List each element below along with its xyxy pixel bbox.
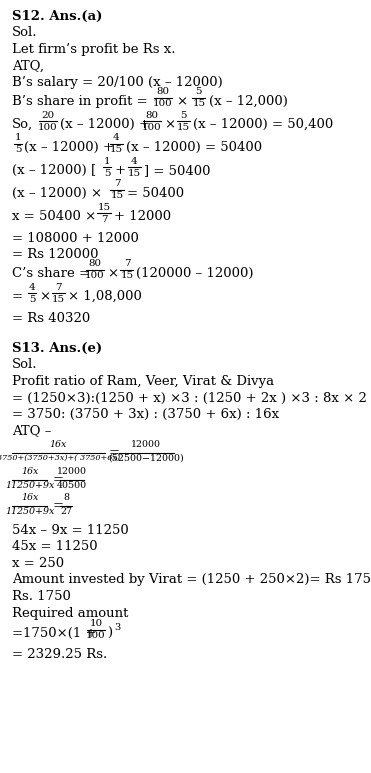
Text: B’s share in profit =: B’s share in profit =	[12, 95, 148, 108]
Text: (x – 12000) = 50,400: (x – 12000) = 50,400	[193, 118, 334, 131]
Text: 4: 4	[113, 134, 119, 142]
Text: ×: ×	[176, 95, 187, 108]
Text: = Rs 40320: = Rs 40320	[12, 312, 90, 325]
Text: 7: 7	[114, 179, 120, 189]
Text: (52500−12000): (52500−12000)	[108, 454, 184, 463]
Text: S12. Ans.(a): S12. Ans.(a)	[12, 10, 102, 23]
Text: = Rs 120000: = Rs 120000	[12, 248, 98, 261]
Text: × 1,08,000: × 1,08,000	[68, 290, 142, 303]
Text: x = 250: x = 250	[12, 557, 64, 570]
Text: 80: 80	[89, 260, 102, 268]
Text: 16x: 16x	[21, 467, 38, 476]
Text: =: =	[52, 474, 63, 486]
Text: C’s share =: C’s share =	[12, 267, 90, 280]
Text: 100: 100	[38, 122, 58, 131]
Text: (x – 12000) +: (x – 12000) +	[60, 118, 150, 131]
Text: ): )	[107, 626, 112, 639]
Text: 4: 4	[131, 156, 138, 165]
Text: Profit ratio of Ram, Veer, Virat & Divya: Profit ratio of Ram, Veer, Virat & Divya	[12, 375, 274, 388]
Text: (x – 12000) ×: (x – 12000) ×	[12, 187, 102, 200]
Text: 3750+(3750+3x)+( 3750+6x): 3750+(3750+3x)+( 3750+6x)	[0, 454, 120, 462]
Text: 7: 7	[101, 214, 107, 223]
Text: ×: ×	[164, 118, 175, 131]
Text: = 108000 + 12000: = 108000 + 12000	[12, 231, 139, 244]
Text: 40500: 40500	[57, 481, 87, 490]
Text: 7: 7	[124, 260, 130, 268]
Text: 100: 100	[153, 100, 173, 108]
Text: =: =	[12, 290, 23, 303]
Text: 1: 1	[104, 156, 110, 165]
Text: = (1250×3):(1250 + x) ×3 : (1250 + 2x ) ×3 : 8x × 2: = (1250×3):(1250 + x) ×3 : (1250 + 2x ) …	[12, 391, 367, 404]
Text: Amount invested by Virat = (1250 + 250×2)= Rs 1750: Amount invested by Virat = (1250 + 250×2…	[12, 574, 371, 587]
Text: ATQ,: ATQ,	[12, 60, 44, 73]
Text: = 50400: = 50400	[127, 187, 184, 200]
Text: (120000 – 12000): (120000 – 12000)	[137, 267, 254, 280]
Text: 8: 8	[63, 493, 69, 502]
Text: Required amount: Required amount	[12, 607, 128, 619]
Text: =: =	[52, 499, 63, 512]
Text: 45x = 11250: 45x = 11250	[12, 540, 98, 553]
Text: (x – 12000) [: (x – 12000) [	[12, 164, 96, 177]
Text: 20: 20	[42, 111, 55, 120]
Text: B’s salary = 20/100 (x – 12000): B’s salary = 20/100 (x – 12000)	[12, 76, 223, 89]
Text: 1: 1	[15, 134, 21, 142]
Text: 15: 15	[52, 295, 65, 304]
Text: 80: 80	[145, 111, 158, 120]
Text: 15: 15	[192, 100, 206, 108]
Text: Let firm’s profit be Rs x.: Let firm’s profit be Rs x.	[12, 43, 175, 56]
Text: Rs. 1750: Rs. 1750	[12, 590, 71, 603]
Text: 15: 15	[98, 203, 111, 212]
Text: 16x: 16x	[21, 493, 38, 502]
Text: Sol.: Sol.	[12, 359, 37, 372]
Text: 15: 15	[128, 169, 141, 178]
Text: x = 50400 ×: x = 50400 ×	[12, 210, 96, 223]
Text: 3: 3	[114, 622, 120, 632]
Text: =: =	[109, 447, 120, 459]
Text: ] = 50400: ] = 50400	[144, 164, 210, 177]
Text: + 12000: + 12000	[114, 210, 171, 223]
Text: 100: 100	[85, 271, 105, 281]
Text: 11250+9x: 11250+9x	[5, 507, 54, 516]
Text: Sol.: Sol.	[12, 26, 37, 39]
Text: 15: 15	[110, 145, 123, 155]
Text: =1750×(1 +: =1750×(1 +	[12, 626, 96, 639]
Text: 80: 80	[157, 87, 170, 97]
Text: = 2329.25 Rs.: = 2329.25 Rs.	[12, 648, 107, 661]
Text: 7: 7	[55, 282, 62, 291]
Text: 5: 5	[29, 295, 35, 304]
Text: (x – 12000) = 50400: (x – 12000) = 50400	[126, 141, 262, 154]
Text: 5: 5	[196, 87, 202, 97]
Text: ×: ×	[39, 290, 50, 303]
Text: 100: 100	[142, 122, 162, 131]
Text: 11250+9x: 11250+9x	[5, 481, 54, 490]
Text: 12000: 12000	[131, 440, 161, 449]
Text: 100: 100	[86, 631, 106, 640]
Text: = 3750: (3750 + 3x) : (3750 + 6x) : 16x: = 3750: (3750 + 3x) : (3750 + 6x) : 16x	[12, 408, 279, 421]
Text: 27: 27	[60, 507, 72, 516]
Text: 15: 15	[111, 192, 124, 200]
Text: 15: 15	[120, 271, 134, 281]
Text: 5: 5	[104, 169, 110, 178]
Text: ATQ –: ATQ –	[12, 424, 51, 438]
Text: So,: So,	[12, 118, 33, 131]
Text: S13. Ans.(e): S13. Ans.(e)	[12, 342, 102, 355]
Text: (x – 12000) +: (x – 12000) +	[24, 141, 114, 154]
Text: +: +	[114, 164, 125, 177]
Text: 4: 4	[29, 282, 35, 291]
Text: ×: ×	[107, 267, 118, 280]
Text: 5: 5	[15, 145, 21, 155]
Text: 54x – 9x = 11250: 54x – 9x = 11250	[12, 524, 129, 537]
Text: 10: 10	[89, 619, 102, 628]
Text: 12000: 12000	[57, 467, 87, 476]
Text: 5: 5	[181, 111, 187, 120]
Text: (x – 12,000): (x – 12,000)	[210, 95, 288, 108]
Text: 15: 15	[177, 122, 190, 131]
Text: 16x: 16x	[50, 440, 67, 449]
